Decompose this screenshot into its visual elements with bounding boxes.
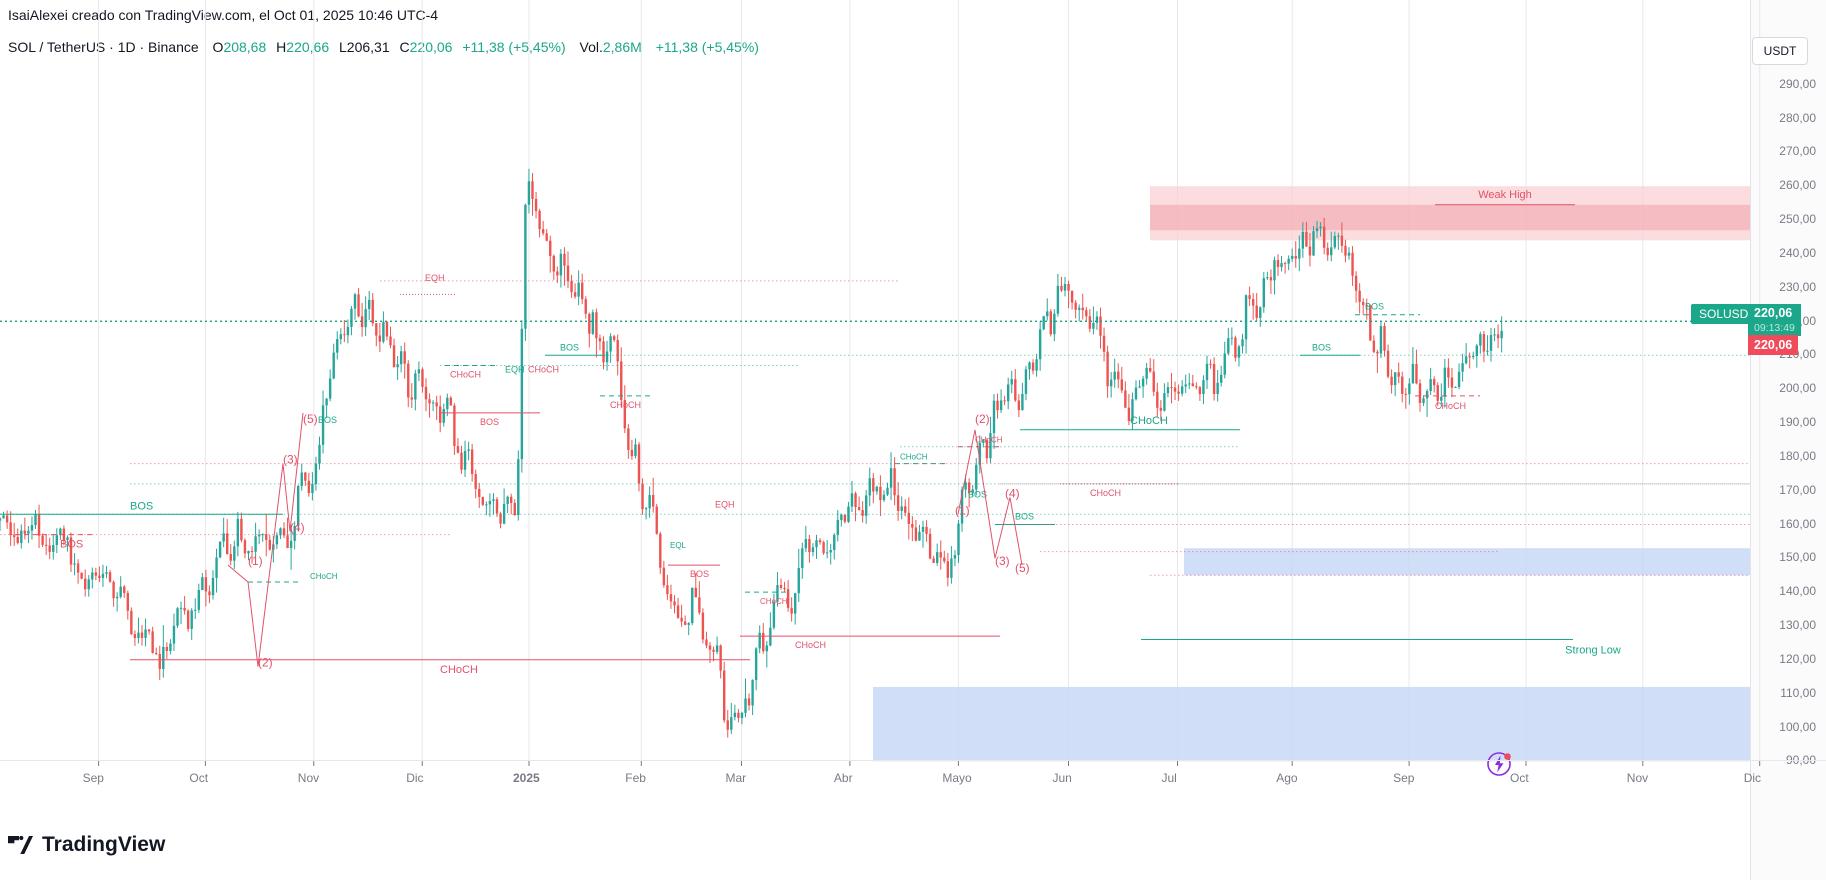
svg-text:BOS: BOS bbox=[480, 417, 499, 427]
svg-text:(2): (2) bbox=[258, 656, 273, 670]
svg-text:EQH: EQH bbox=[715, 500, 735, 510]
svg-text:CHoCH: CHoCH bbox=[795, 640, 826, 650]
svg-text:BOS: BOS bbox=[130, 500, 153, 512]
svg-text:BOS: BOS bbox=[60, 539, 83, 551]
svg-text:BOS: BOS bbox=[560, 342, 579, 352]
svg-text:BOS: BOS bbox=[1365, 302, 1384, 312]
svg-text:(1): (1) bbox=[248, 554, 263, 568]
svg-text:(4): (4) bbox=[290, 520, 305, 534]
svg-text:CHoCH: CHoCH bbox=[310, 572, 338, 581]
svg-text:Weak High: Weak High bbox=[1478, 189, 1532, 201]
svg-text:CHoCH: CHoCH bbox=[610, 400, 641, 410]
svg-text:Strong Low: Strong Low bbox=[1565, 645, 1621, 657]
svg-text:CHoCH: CHoCH bbox=[760, 597, 788, 606]
svg-text:EQH: EQH bbox=[505, 364, 525, 374]
svg-text:(5): (5) bbox=[1015, 561, 1030, 575]
svg-text:BOS: BOS bbox=[318, 415, 337, 425]
svg-text:(3): (3) bbox=[995, 554, 1010, 568]
svg-text:CHoCH: CHoCH bbox=[440, 664, 478, 676]
svg-text:EQL: EQL bbox=[670, 541, 687, 550]
svg-text:CHoCH: CHoCH bbox=[900, 453, 928, 462]
svg-text:CHoCH: CHoCH bbox=[1435, 401, 1466, 411]
svg-text:EQH: EQH bbox=[425, 273, 445, 283]
svg-text:CHoCH: CHoCH bbox=[1090, 488, 1121, 498]
svg-text:(1): (1) bbox=[955, 503, 970, 517]
svg-text:BOS: BOS bbox=[1312, 342, 1331, 352]
svg-text:CHoCH: CHoCH bbox=[975, 436, 1003, 445]
svg-text:(3): (3) bbox=[283, 453, 298, 467]
svg-text:(2): (2) bbox=[975, 412, 990, 426]
svg-text:(5): (5) bbox=[303, 412, 318, 426]
svg-text:BOS: BOS bbox=[1015, 512, 1034, 522]
svg-text:CHoCH: CHoCH bbox=[1130, 415, 1168, 427]
svg-text:BOS: BOS bbox=[690, 569, 709, 579]
svg-text:(4): (4) bbox=[1005, 486, 1020, 500]
svg-text:CHoCH: CHoCH bbox=[450, 370, 481, 380]
